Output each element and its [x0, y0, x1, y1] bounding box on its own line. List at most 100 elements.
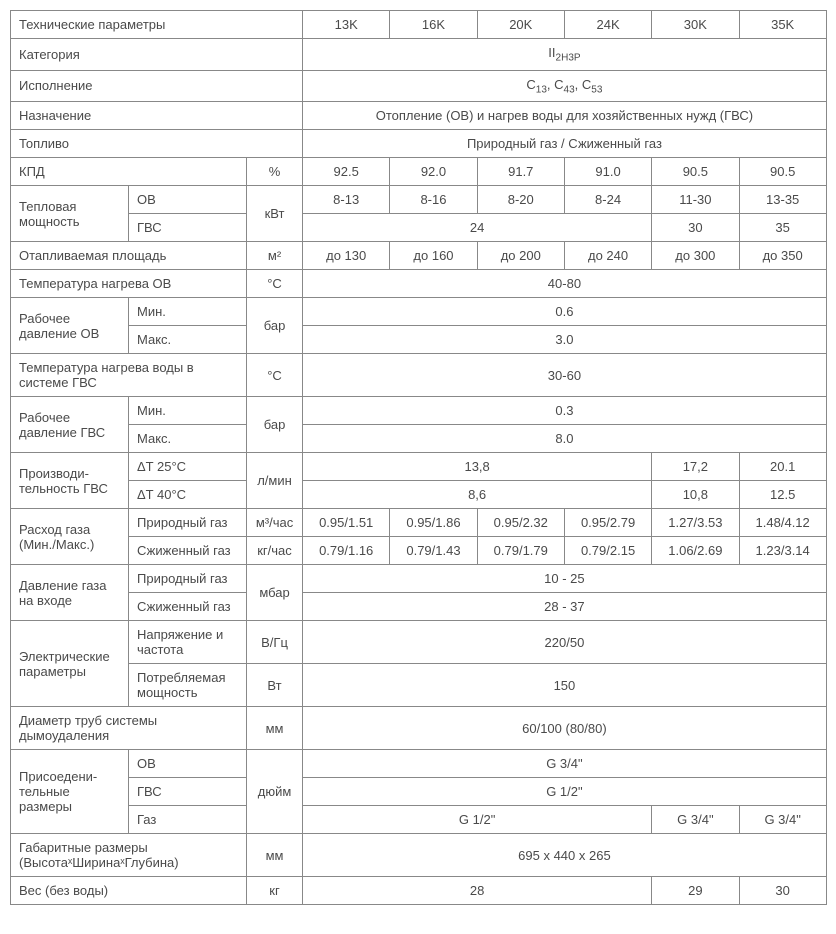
unit-mbar: мбар — [247, 565, 303, 621]
cons-nat-0: 0.95/1.51 — [303, 509, 390, 537]
conn-gas-g2: G 3/4" — [652, 806, 739, 834]
row-heat-ov: Тепловая мощность ОВ кВт 8-13 8-16 8-20 … — [11, 186, 827, 214]
temp-gvs-value: 30-60 — [303, 354, 827, 397]
nat-gas-label2: Природный газ — [129, 565, 247, 593]
temp-ov-label: Температура нагрева ОВ — [11, 270, 247, 298]
kpd-5: 90.5 — [739, 158, 826, 186]
cons-lpg-1: 0.79/1.43 — [390, 537, 477, 565]
area-label: Отапливаемая площадь — [11, 242, 247, 270]
unit-kg: кг — [247, 877, 303, 905]
heat-ov-5: 13-35 — [739, 186, 826, 214]
unit-c: °C — [247, 270, 303, 298]
row-press-ov-max: Макс. 3.0 — [11, 326, 827, 354]
perf25-g2: 17,2 — [652, 453, 739, 481]
fuel-label: Топливо — [11, 130, 303, 158]
min-label2: Мин. — [129, 397, 247, 425]
gas-press-lpg: 28 - 37 — [303, 593, 827, 621]
model-13k: 13K — [303, 11, 390, 39]
row-area: Отапливаемая площадь м² до 130 до 160 до… — [11, 242, 827, 270]
row-kpd: КПД % 92.5 92.0 91.7 91.0 90.5 90.5 — [11, 158, 827, 186]
cons-nat-5: 1.48/4.12 — [739, 509, 826, 537]
unit-pct: % — [247, 158, 303, 186]
flue-value: 60/100 (80/80) — [303, 707, 827, 750]
kpd-4: 90.5 — [652, 158, 739, 186]
category-value: II2H3P — [303, 39, 827, 71]
gas-press-nat: 10 - 25 — [303, 565, 827, 593]
area-5: до 350 — [739, 242, 826, 270]
cons-nat-3: 0.95/2.79 — [564, 509, 651, 537]
tech-params-label: Технические параметры — [11, 11, 303, 39]
unit-bar2: бар — [247, 397, 303, 453]
row-conn-ov: Присоедени- тельные размеры ОВ дюйм G 3/… — [11, 750, 827, 778]
row-fuel: Топливо Природный газ / Сжиженный газ — [11, 130, 827, 158]
category-label: Категория — [11, 39, 303, 71]
row-cons-nat: Расход газа (Мин./Макс.) Природный газ м… — [11, 509, 827, 537]
perf40-g3: 12.5 — [739, 481, 826, 509]
heat-gvs-g1: 24 — [303, 214, 652, 242]
press-gvs-max: 8.0 — [303, 425, 827, 453]
dt40-label: ΔT 40°C — [129, 481, 247, 509]
unit-bar: бар — [247, 298, 303, 354]
cons-lpg-4: 1.06/2.69 — [652, 537, 739, 565]
row-conn-gvs: ГВС G 1/2" — [11, 778, 827, 806]
perf25-g1: 13,8 — [303, 453, 652, 481]
temp-gvs-label: Температура нагрева воды в системе ГВС — [11, 354, 247, 397]
row-purpose: Назначение Отопление (ОВ) и нагрев воды … — [11, 102, 827, 130]
area-2: до 200 — [477, 242, 564, 270]
conn-label: Присоедени- тельные размеры — [11, 750, 129, 834]
kpd-3: 91.0 — [564, 158, 651, 186]
conn-ov-value: G 3/4" — [303, 750, 827, 778]
conn-gas-g3: G 3/4" — [739, 806, 826, 834]
perf-gvs-label: Производи- тельность ГВС — [11, 453, 129, 509]
conn-gas-g1: G 1/2" — [303, 806, 652, 834]
kpd-1: 92.0 — [390, 158, 477, 186]
weight-g2: 29 — [652, 877, 739, 905]
heat-gvs-sub: ГВС — [129, 214, 247, 242]
unit-c2: °C — [247, 354, 303, 397]
model-16k: 16K — [390, 11, 477, 39]
press-ov-min: 0.6 — [303, 298, 827, 326]
kpd-2: 91.7 — [477, 158, 564, 186]
lpg-label2: Сжиженный газ — [129, 593, 247, 621]
cons-nat-1: 0.95/1.86 — [390, 509, 477, 537]
unit-inch: дюйм — [247, 750, 303, 834]
kpd-label: КПД — [11, 158, 247, 186]
dt25-label: ΔT 25°C — [129, 453, 247, 481]
row-cons-lpg: Сжиженный газ кг/час 0.79/1.16 0.79/1.43… — [11, 537, 827, 565]
cons-nat-4: 1.27/3.53 — [652, 509, 739, 537]
cons-lpg-3: 0.79/2.15 — [564, 537, 651, 565]
perf25-g3: 20.1 — [739, 453, 826, 481]
perf40-g2: 10,8 — [652, 481, 739, 509]
unit-mm2: мм — [247, 834, 303, 877]
area-4: до 300 — [652, 242, 739, 270]
heat-ov-2: 8-20 — [477, 186, 564, 214]
cons-lpg-2: 0.79/1.79 — [477, 537, 564, 565]
row-weight: Вес (без воды) кг 28 29 30 — [11, 877, 827, 905]
row-conn-gas: Газ G 1/2" G 3/4" G 3/4" — [11, 806, 827, 834]
heat-ov-sub: ОВ — [129, 186, 247, 214]
temp-ov-value: 40-80 — [303, 270, 827, 298]
weight-g1: 28 — [303, 877, 652, 905]
heat-power-label: Тепловая мощность — [11, 186, 129, 242]
model-35k: 35K — [739, 11, 826, 39]
dims-value: 695 x 440 x 265 — [303, 834, 827, 877]
row-execution: Исполнение C13, C43, C53 — [11, 70, 827, 102]
press-gvs-label: Рабочее давление ГВС — [11, 397, 129, 453]
fuel-value: Природный газ / Сжиженный газ — [303, 130, 827, 158]
unit-m3h: м³/час — [247, 509, 303, 537]
model-20k: 20K — [477, 11, 564, 39]
weight-label: Вес (без воды) — [11, 877, 247, 905]
flue-label: Диаметр труб системы дымоудаления — [11, 707, 247, 750]
purpose-label: Назначение — [11, 102, 303, 130]
model-30k: 30K — [652, 11, 739, 39]
row-flue: Диаметр труб системы дымоудаления мм 60/… — [11, 707, 827, 750]
min-label: Мин. — [129, 298, 247, 326]
gas-cons-label: Расход газа (Мин./Макс.) — [11, 509, 129, 565]
unit-mm: мм — [247, 707, 303, 750]
row-press-gvs-min: Рабочее давление ГВС Мин. бар 0.3 — [11, 397, 827, 425]
row-gas-press-nat: Давление газа на входе Природный газ мба… — [11, 565, 827, 593]
area-3: до 240 — [564, 242, 651, 270]
conn-gas-label: Газ — [129, 806, 247, 834]
nat-gas-label: Природный газ — [129, 509, 247, 537]
conn-gvs-value: G 1/2" — [303, 778, 827, 806]
